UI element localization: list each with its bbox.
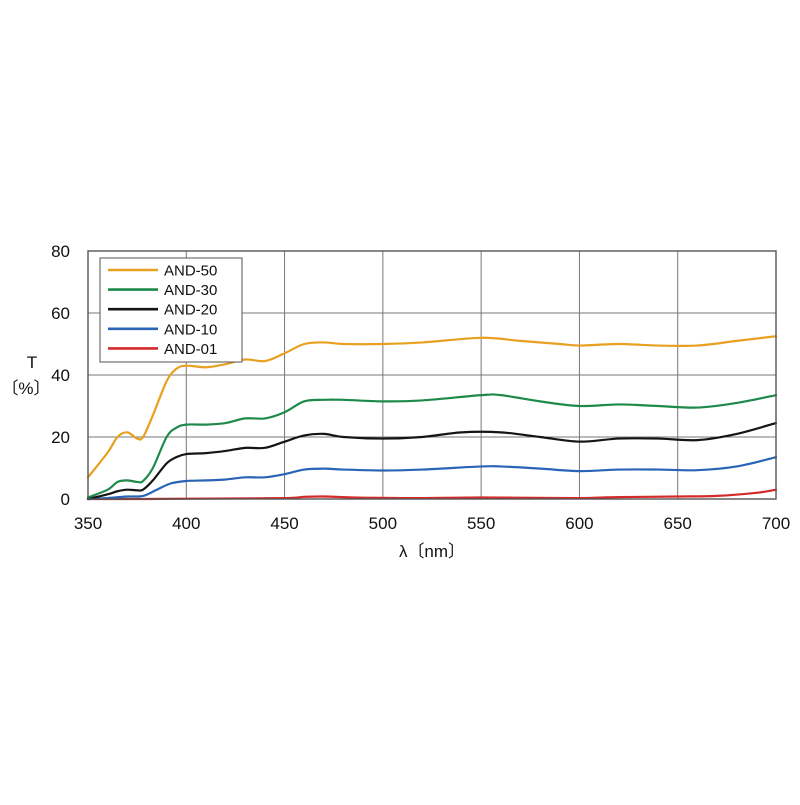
legend-label-and-50: AND-50 — [164, 263, 217, 280]
legend-label-and-20: AND-20 — [164, 302, 217, 319]
legend-label-and-01: AND-01 — [164, 341, 217, 358]
y-axis-unit: 〔%〕 — [1, 379, 50, 398]
axis-title-layer: T 〔%〕 λ〔nm〕 — [1, 353, 465, 561]
plot-frame — [87, 250, 777, 500]
y-tick-label-40: 40 — [51, 366, 70, 385]
series-line-and-20 — [86, 421, 778, 501]
y-tick-label-20: 20 — [51, 428, 70, 447]
series-line-and-30 — [86, 393, 778, 499]
legend-label-and-10: AND-10 — [164, 321, 217, 338]
y-tick-label-80: 80 — [51, 242, 70, 261]
series-line-and-10 — [86, 456, 778, 501]
legend-label-and-30: AND-30 — [164, 282, 217, 299]
x-tick-label-500: 500 — [369, 514, 397, 533]
x-tick-label-400: 400 — [172, 514, 200, 533]
y-axis-label: T — [27, 353, 37, 372]
tick-layer: 350 400 450 500 550 600 650 700 0 20 40 60 80 — [51, 242, 790, 533]
x-tick-label-350: 350 — [74, 514, 102, 533]
y-tick-label-60: 60 — [51, 304, 70, 323]
series-line-and-01 — [86, 488, 778, 501]
x-axis-label: λ〔nm〕 — [399, 542, 465, 561]
x-tick-label-450: 450 — [270, 514, 298, 533]
series-line-and-50 — [86, 335, 778, 479]
x-tick-label-650: 650 — [664, 514, 692, 533]
x-tick-label-700: 700 — [762, 514, 790, 533]
x-tick-label-600: 600 — [565, 514, 593, 533]
legend: AND-50 AND-30 AND-20 AND-10 AND-01 — [99, 257, 243, 363]
x-tick-label-550: 550 — [467, 514, 495, 533]
y-tick-label-0: 0 — [61, 490, 70, 509]
